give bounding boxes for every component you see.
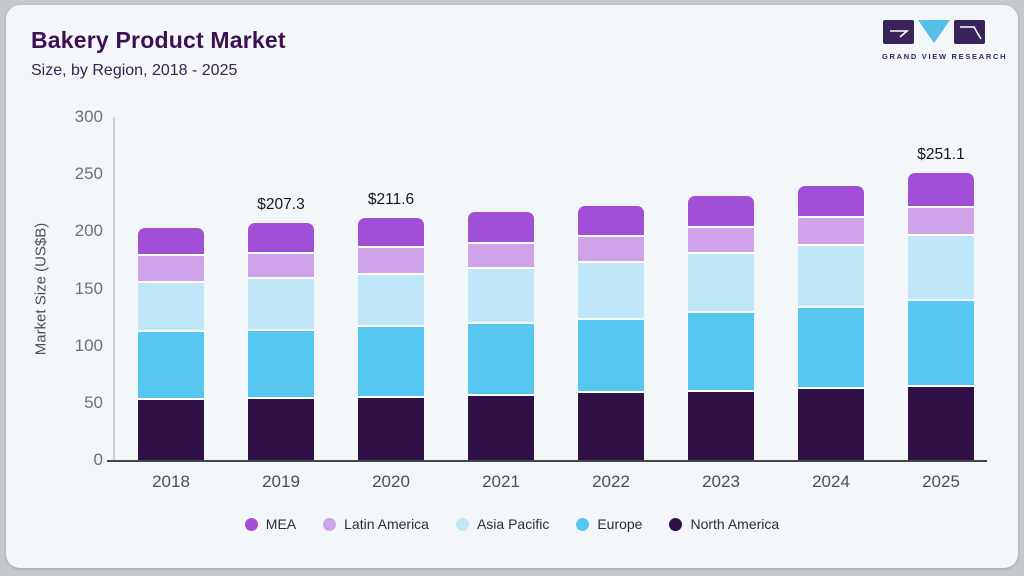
value-label: $211.6 (367, 191, 415, 209)
x-tick-label-2021: 2021 (482, 472, 520, 491)
x-tick-label-2025: 2025 (922, 472, 960, 491)
x-tick-label-2020: 2020 (372, 472, 410, 491)
bar-segment-mea (468, 211, 534, 242)
bar-segment-latin-america (578, 234, 644, 262)
y-tick-label: 250 (74, 164, 103, 184)
page-title: Bakery Product Market (31, 27, 286, 53)
bar-segment-latin-america (688, 225, 754, 252)
bar-segment-europe (688, 311, 754, 391)
bar-segment-mea (798, 185, 864, 217)
x-tick-label-2023: 2023 (702, 472, 740, 491)
y-axis-title: Market Size (US$B) (32, 222, 50, 355)
y-tick-label: 0 (93, 450, 103, 469)
bar-segment-mea (908, 172, 974, 207)
bar-2020 (358, 218, 424, 460)
bar-segment-europe (798, 305, 864, 387)
bar-segment-mea (688, 195, 754, 226)
bar-segment-asia-pacific (248, 277, 314, 329)
legend-label: Asia Pacific (476, 516, 550, 532)
bar-segment-latin-america (248, 251, 314, 278)
plot-area: Market Size (US$B) 0 50 100 150 200 250 300 $2… (33, 107, 987, 491)
bar-segment-europe (248, 328, 314, 398)
bar-2025 (908, 172, 974, 460)
x-tick-label-2024: 2024 (812, 472, 850, 491)
bar-segment-asia-pacific (358, 272, 424, 326)
logo-caption: GRAND VIEW RESEARCH (882, 52, 1008, 61)
bar-segment-north-america (468, 393, 534, 460)
y-tick-label: 100 (74, 335, 103, 355)
bar-segment-mea (578, 206, 644, 235)
page-subtitle: Size, by Region, 2018 - 2025 (31, 62, 238, 79)
legend-swatch-icon (455, 517, 469, 531)
bar-segment-latin-america (908, 206, 974, 234)
bar-segment-north-america (138, 398, 204, 460)
legend-item-latin-america: Latin America (323, 516, 429, 532)
chart-card: Bakery Product Market Size, by Region, 2… (6, 5, 1018, 568)
grand-view-research-logo: GRAND VIEW RESEARCH (882, 19, 1008, 61)
bar-segment-asia-pacific (468, 266, 534, 322)
legend-swatch-icon (323, 517, 337, 531)
bar-segment-north-america (908, 384, 974, 460)
legend-item-asia-pacific: Asia Pacific (455, 516, 550, 532)
bar-2021 (468, 211, 534, 460)
bar-segment-mea (248, 223, 314, 252)
x-tick-label-2018: 2018 (152, 472, 190, 491)
legend-item-north-america: North America (669, 516, 779, 532)
bar-2024 (798, 185, 864, 460)
bar-2019 (248, 223, 314, 460)
legend-label: North America (690, 516, 780, 532)
bar-segment-north-america (688, 390, 754, 460)
legend-label: MEA (265, 516, 297, 532)
bar-segment-north-america (578, 391, 644, 460)
bar-segment-europe (908, 298, 974, 385)
legend: MEA Latin America Asia Pacific Europe North … (6, 516, 1018, 532)
legend-item-mea: MEA (244, 516, 297, 532)
gvr-logo-icon (883, 20, 985, 44)
y-tick-label: 200 (74, 221, 103, 241)
bar-2023 (688, 195, 754, 460)
bar-segment-asia-pacific (578, 261, 644, 319)
bar-segment-europe (358, 325, 424, 396)
bar-segment-latin-america (358, 246, 424, 273)
x-axis-line (107, 460, 987, 462)
x-tick-label-2022: 2022 (592, 472, 630, 491)
bar-segment-asia-pacific (688, 251, 754, 312)
legend-swatch-icon (576, 517, 590, 531)
bar-2018 (138, 227, 204, 460)
y-tick-label: 150 (74, 278, 103, 298)
legend-item-europe: Europe (576, 516, 642, 532)
bar-segment-latin-america (138, 254, 204, 281)
bar-segment-asia-pacific (798, 243, 864, 306)
bar-segment-mea (358, 218, 424, 247)
value-label: $207.3 (257, 196, 305, 213)
bar-segment-latin-america (468, 241, 534, 267)
legend-swatch-icon (244, 517, 258, 531)
value-label: $251.1 (917, 145, 965, 163)
y-tick-label: 300 (74, 107, 103, 126)
bar-2022 (578, 206, 644, 460)
x-tick-label-2019: 2019 (262, 472, 300, 491)
bar-segment-europe (578, 318, 644, 392)
bar-segment-north-america (798, 386, 864, 460)
legend-label: Europe (597, 516, 643, 532)
bar-segment-north-america (248, 397, 314, 460)
legend-label: Latin America (344, 516, 429, 532)
bar-segment-europe (468, 321, 534, 394)
bar-segment-asia-pacific (138, 280, 204, 330)
bar-segment-europe (138, 329, 204, 399)
bar-segment-latin-america (798, 216, 864, 244)
legend-swatch-icon (669, 517, 683, 531)
bar-segment-asia-pacific (908, 233, 974, 299)
bar-segment-mea (138, 227, 204, 255)
bar-segment-north-america (358, 395, 424, 460)
y-tick-label: 50 (84, 392, 103, 412)
